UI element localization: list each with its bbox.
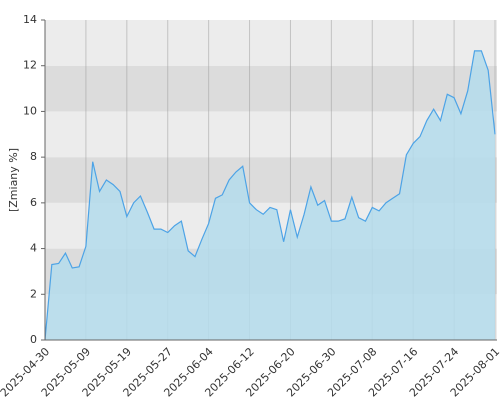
area-line xyxy=(44,50,496,341)
plot-band xyxy=(45,65,497,112)
y-tick-label: 12 xyxy=(23,59,37,72)
y-tick-label: 14 xyxy=(23,13,37,26)
y-axis-label: [Zmiany %] xyxy=(7,148,20,212)
area-fill xyxy=(45,50,495,340)
plot-band xyxy=(45,20,497,66)
y-tick-label: 6 xyxy=(30,196,37,209)
y-tick-label: 4 xyxy=(30,242,37,255)
y-tick-label: 10 xyxy=(23,104,37,117)
y-tick-label: 8 xyxy=(30,150,37,163)
y-tick-label: 0 xyxy=(30,333,37,346)
y-tick-label: 2 xyxy=(30,287,37,300)
